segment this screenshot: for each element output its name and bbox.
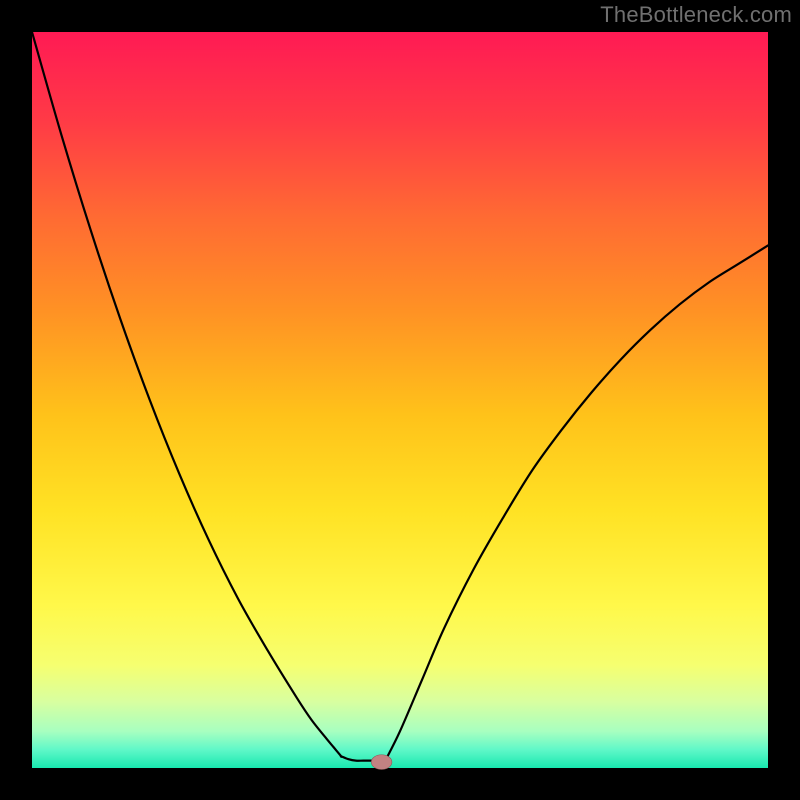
bottleneck-chart xyxy=(0,0,800,800)
optimal-point-marker xyxy=(371,755,392,770)
plot-background xyxy=(32,32,768,768)
watermark-text: TheBottleneck.com xyxy=(600,2,792,28)
